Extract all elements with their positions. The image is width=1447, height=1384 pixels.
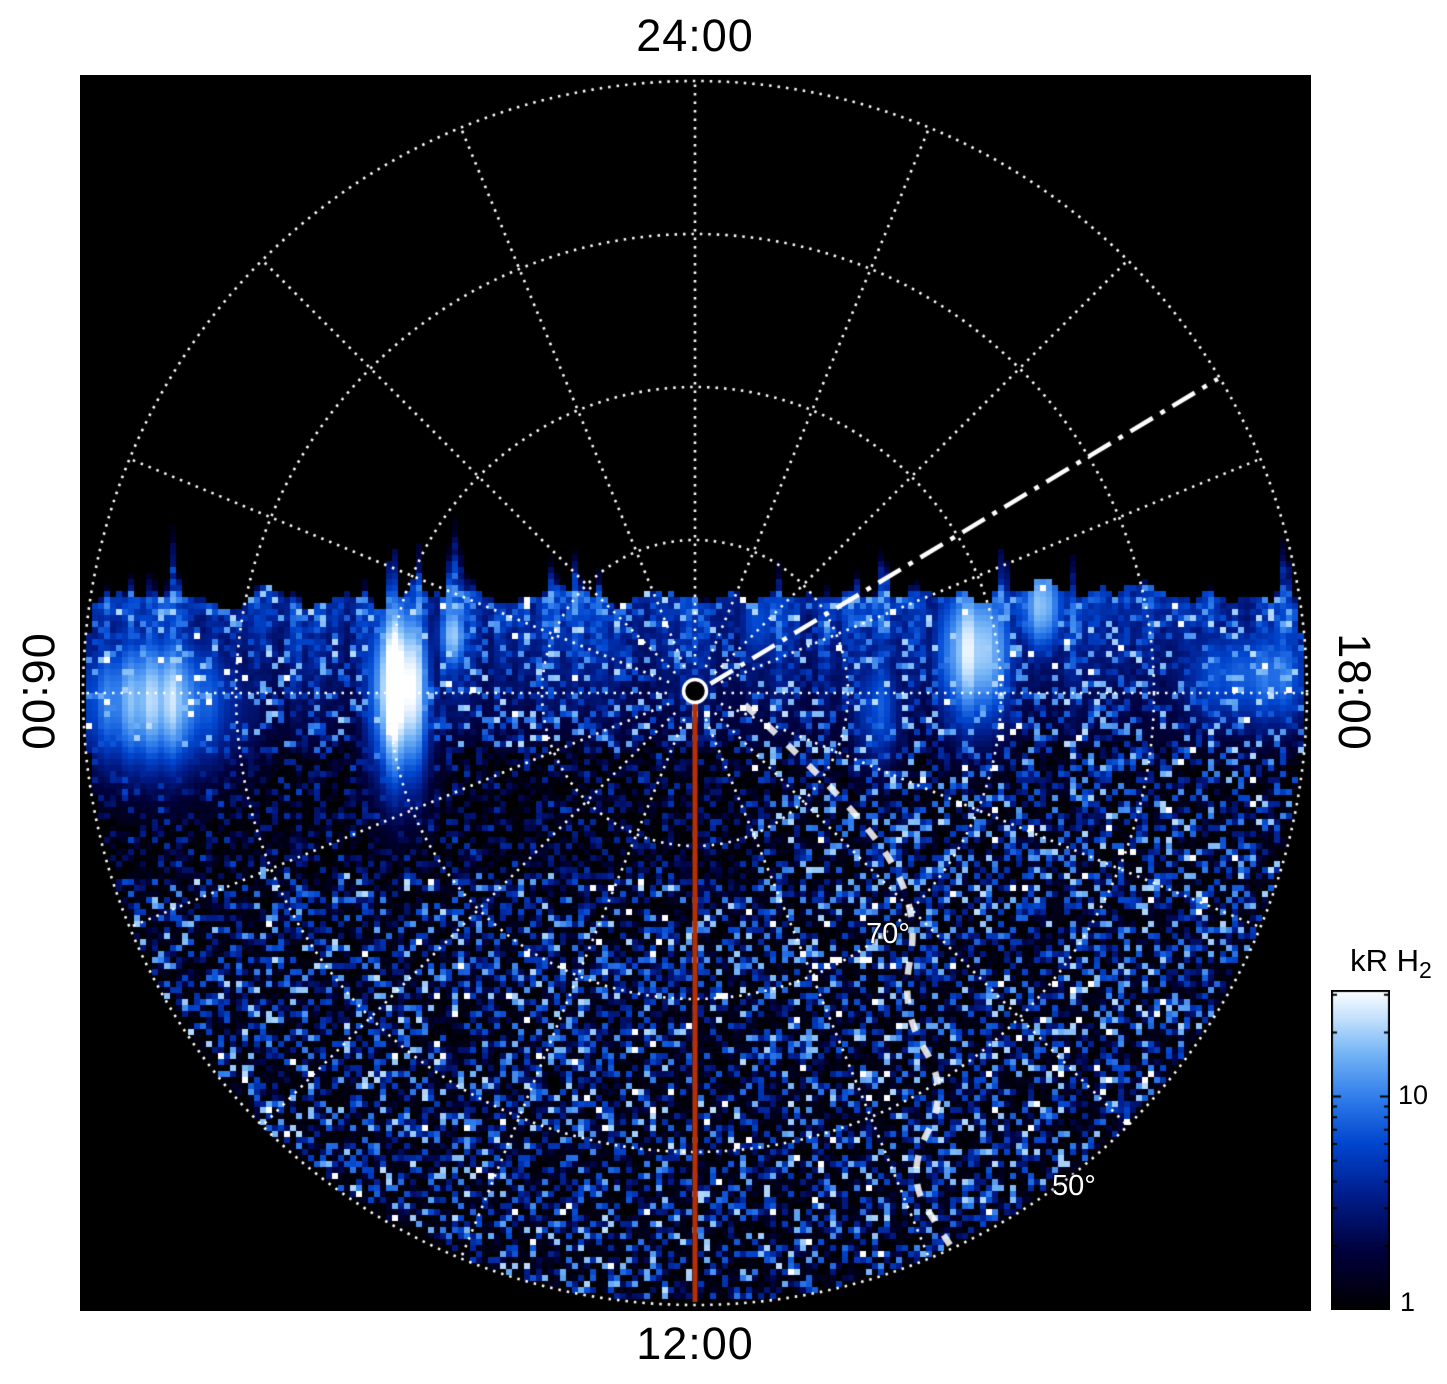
latitude-label-70: 70° bbox=[866, 918, 910, 950]
colorbar bbox=[1331, 990, 1390, 1310]
colorbar-title-text: kR H bbox=[1350, 943, 1420, 978]
local-time-label-0600: 06:00 bbox=[13, 633, 64, 751]
colorbar-tick-label-10: 10 bbox=[1398, 1080, 1429, 1110]
polar-plot-area bbox=[80, 75, 1311, 1311]
colorbar-title-subscript: 2 bbox=[1419, 957, 1432, 984]
colorbar-tick-label-1: 1 bbox=[1400, 1287, 1416, 1317]
polar-heatmap-canvas bbox=[80, 75, 1311, 1311]
local-time-label-2400: 24:00 bbox=[636, 10, 754, 61]
local-time-label-1200: 12:00 bbox=[636, 1318, 754, 1369]
local-time-label-1800: 18:00 bbox=[1329, 633, 1380, 751]
colorbar-title: kR H2 bbox=[1326, 943, 1447, 984]
latitude-label-50: 50° bbox=[1052, 1170, 1096, 1202]
colorbar-gradient-canvas bbox=[1331, 990, 1390, 1310]
